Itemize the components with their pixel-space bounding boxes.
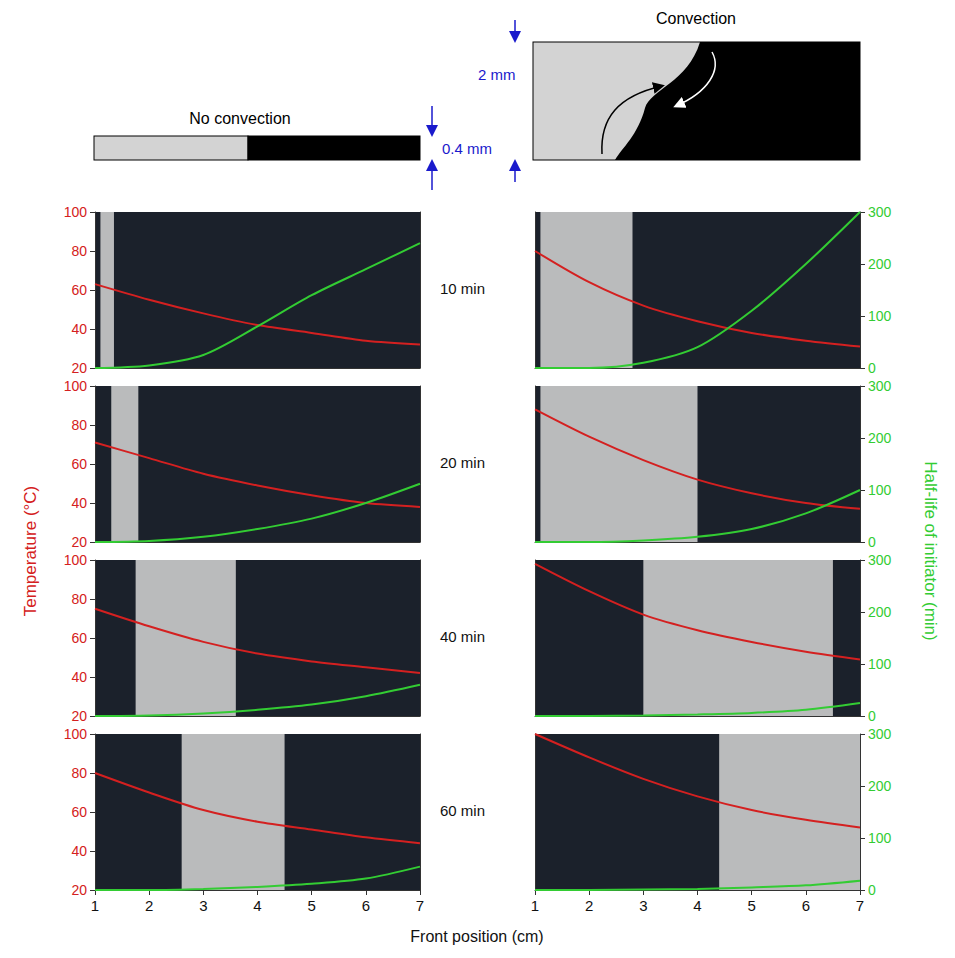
svg-text:80: 80 [71,591,87,607]
svg-text:7: 7 [856,897,864,914]
svg-text:Convection: Convection [656,10,736,27]
svg-text:100: 100 [64,552,88,568]
svg-text:20: 20 [71,708,87,724]
svg-text:300: 300 [868,378,892,394]
svg-text:100: 100 [868,308,892,324]
svg-text:40: 40 [71,843,87,859]
svg-text:No convection: No convection [189,110,290,127]
svg-text:60 min: 60 min [440,802,485,819]
svg-text:60: 60 [71,282,87,298]
svg-text:0: 0 [868,360,876,376]
svg-text:4: 4 [253,897,261,914]
svg-text:20: 20 [71,882,87,898]
svg-text:1: 1 [531,897,539,914]
svg-text:100: 100 [64,204,88,220]
svg-text:20 min: 20 min [440,454,485,471]
svg-text:80: 80 [71,765,87,781]
svg-text:2 mm: 2 mm [478,66,516,83]
svg-text:1: 1 [91,897,99,914]
svg-text:60: 60 [71,456,87,472]
svg-text:60: 60 [71,630,87,646]
svg-text:100: 100 [64,378,88,394]
svg-text:10 min: 10 min [440,280,485,297]
svg-text:60: 60 [71,804,87,820]
svg-text:0: 0 [868,534,876,550]
svg-text:200: 200 [868,604,892,620]
svg-text:80: 80 [71,417,87,433]
svg-text:2: 2 [585,897,593,914]
svg-text:300: 300 [868,204,892,220]
svg-text:4: 4 [693,897,701,914]
svg-text:3: 3 [199,897,207,914]
svg-text:200: 200 [868,778,892,794]
svg-text:100: 100 [868,830,892,846]
svg-text:5: 5 [307,897,315,914]
svg-text:5: 5 [747,897,755,914]
svg-text:300: 300 [868,726,892,742]
svg-text:Front position (cm): Front position (cm) [410,928,543,945]
svg-text:80: 80 [71,243,87,259]
svg-text:Half-life of initiator (min): Half-life of initiator (min) [921,461,940,641]
svg-text:3: 3 [639,897,647,914]
svg-text:100: 100 [868,656,892,672]
svg-text:20: 20 [71,360,87,376]
svg-text:0: 0 [868,708,876,724]
svg-text:7: 7 [416,897,424,914]
svg-text:Temperature (°C): Temperature (°C) [21,486,40,617]
svg-text:100: 100 [64,726,88,742]
svg-text:200: 200 [868,430,892,446]
svg-text:2: 2 [145,897,153,914]
svg-text:6: 6 [802,897,810,914]
svg-text:20: 20 [71,534,87,550]
svg-text:6: 6 [362,897,370,914]
svg-text:0.4 mm: 0.4 mm [442,140,492,157]
svg-text:40: 40 [71,495,87,511]
svg-text:300: 300 [868,552,892,568]
svg-text:40: 40 [71,321,87,337]
svg-text:0: 0 [868,882,876,898]
svg-text:200: 200 [868,256,892,272]
svg-text:100: 100 [868,482,892,498]
svg-text:40: 40 [71,669,87,685]
svg-text:40 min: 40 min [440,628,485,645]
